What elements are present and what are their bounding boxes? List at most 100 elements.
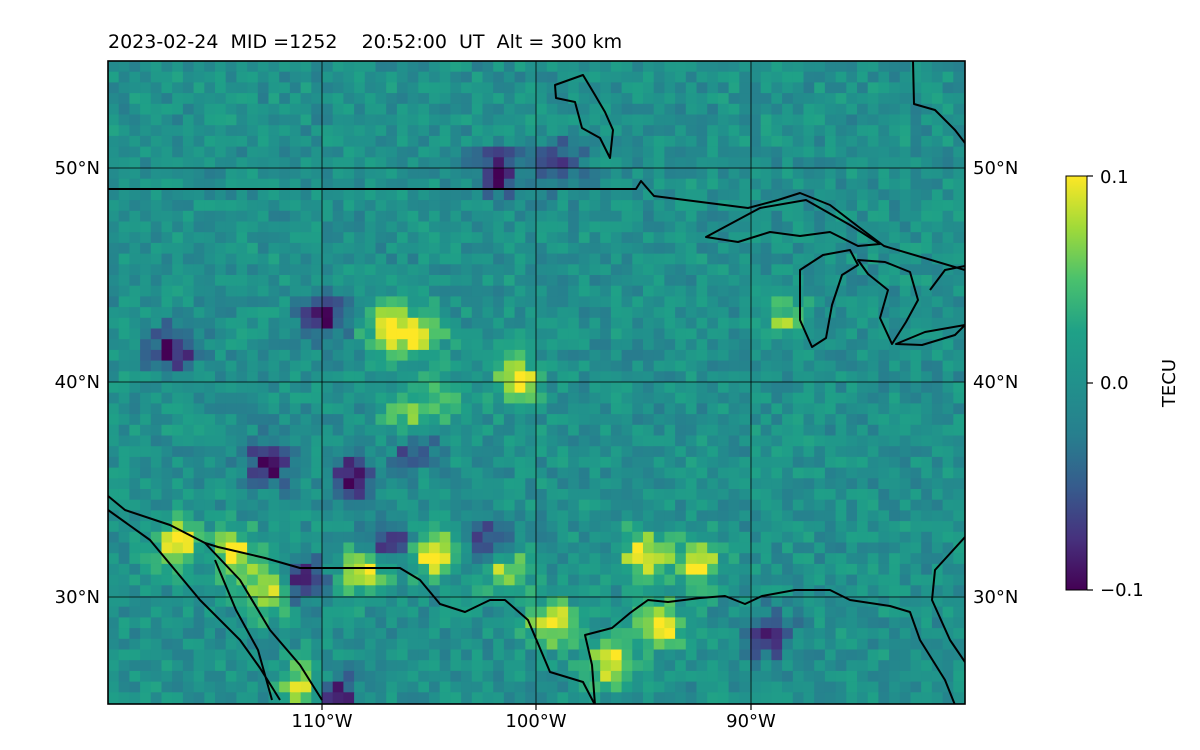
tec-cell xyxy=(140,349,152,362)
tec-cell xyxy=(653,574,665,586)
tec-cell xyxy=(696,339,708,351)
tec-cell xyxy=(653,403,665,415)
tec-cell xyxy=(461,382,473,394)
tec-cell xyxy=(129,275,141,287)
tec-cell xyxy=(782,531,794,544)
tec-cell xyxy=(536,210,548,223)
tec-cell xyxy=(450,242,462,255)
tec-cell xyxy=(824,414,837,426)
tec-cell xyxy=(418,478,430,490)
tec-cell xyxy=(140,596,152,608)
tec-cell xyxy=(878,146,890,158)
tec-cell xyxy=(300,189,312,201)
tec-cell xyxy=(675,670,687,683)
tec-cell xyxy=(610,146,623,158)
tec-cell xyxy=(343,82,355,94)
tec-cell xyxy=(953,82,965,94)
tec-cell xyxy=(108,606,120,618)
tec-cell xyxy=(482,542,494,554)
tec-cell xyxy=(439,692,451,704)
tec-cell xyxy=(172,71,184,83)
tec-cell xyxy=(578,414,591,426)
tec-cell xyxy=(461,649,473,661)
tec-cell xyxy=(546,574,558,586)
tec-cell xyxy=(664,61,676,73)
tec-cell xyxy=(140,189,152,201)
tec-cell xyxy=(750,82,762,94)
tec-cell xyxy=(621,553,633,565)
tec-cell xyxy=(653,371,665,383)
tec-cell xyxy=(300,317,312,330)
tec-cell xyxy=(792,157,805,169)
tec-cell xyxy=(910,200,922,212)
tec-cell xyxy=(536,542,548,554)
tec-cell xyxy=(803,253,815,265)
tec-cell xyxy=(846,596,858,608)
tec-cell xyxy=(204,456,216,469)
tec-cell xyxy=(792,168,805,180)
tec-cell xyxy=(300,681,312,693)
tec-cell xyxy=(471,553,484,565)
tec-cell xyxy=(728,446,740,458)
tec-cell xyxy=(407,221,419,233)
tec-cell xyxy=(942,478,954,490)
tec-cell xyxy=(204,499,216,511)
tec-cell xyxy=(482,414,494,426)
tec-cell xyxy=(289,617,302,629)
tec-cell xyxy=(557,178,569,190)
tec-cell xyxy=(771,285,783,297)
tec-cell xyxy=(493,285,505,297)
tec-cell xyxy=(910,692,922,704)
lake-huron xyxy=(857,259,919,345)
tec-cell xyxy=(300,71,312,83)
tec-cell xyxy=(750,307,762,319)
tec-cell xyxy=(375,649,387,661)
tec-cell xyxy=(343,232,355,244)
tec-cell xyxy=(322,114,334,126)
tec-cell xyxy=(578,232,591,244)
tec-cell xyxy=(150,71,163,83)
tec-cell xyxy=(247,446,259,458)
tec-cell xyxy=(225,264,237,276)
tec-cell xyxy=(867,403,879,415)
tec-cell xyxy=(150,446,163,458)
tec-cell xyxy=(867,371,879,383)
tec-cell xyxy=(354,692,366,704)
tec-cell xyxy=(364,392,377,404)
tec-cell xyxy=(514,499,526,511)
tec-cell xyxy=(771,499,783,511)
tec-cell xyxy=(236,424,248,437)
tec-cell xyxy=(792,114,805,126)
tec-cell xyxy=(771,157,783,169)
tec-cell xyxy=(418,360,430,372)
tec-cell xyxy=(921,296,933,308)
tec-cell xyxy=(621,692,633,704)
tec-cell xyxy=(621,125,633,137)
tec-cell xyxy=(236,510,248,522)
tec-cell xyxy=(343,125,355,137)
tec-cell xyxy=(204,349,216,362)
tec-cell xyxy=(247,392,259,404)
tec-cell xyxy=(289,275,302,287)
tec-cell xyxy=(739,649,751,661)
tec-cell xyxy=(386,382,398,394)
tec-cell xyxy=(525,499,537,511)
tec-cell xyxy=(931,660,944,672)
tec-cell xyxy=(215,360,227,372)
tec-cell xyxy=(354,553,366,565)
tec-cell xyxy=(696,456,708,469)
tec-cell xyxy=(215,71,227,83)
tec-cell xyxy=(118,135,130,148)
tec-cell xyxy=(643,71,655,83)
tec-cell xyxy=(771,542,783,554)
tec-cell xyxy=(236,478,248,490)
tec-cell xyxy=(204,253,216,265)
tec-cell xyxy=(236,146,248,158)
tec-cell xyxy=(471,82,484,94)
tec-cell xyxy=(118,446,130,458)
tec-cell xyxy=(685,264,698,276)
tec-cell xyxy=(193,285,205,297)
tec-cell xyxy=(375,435,387,447)
tec-cell xyxy=(343,264,355,276)
tec-cell xyxy=(792,649,805,661)
